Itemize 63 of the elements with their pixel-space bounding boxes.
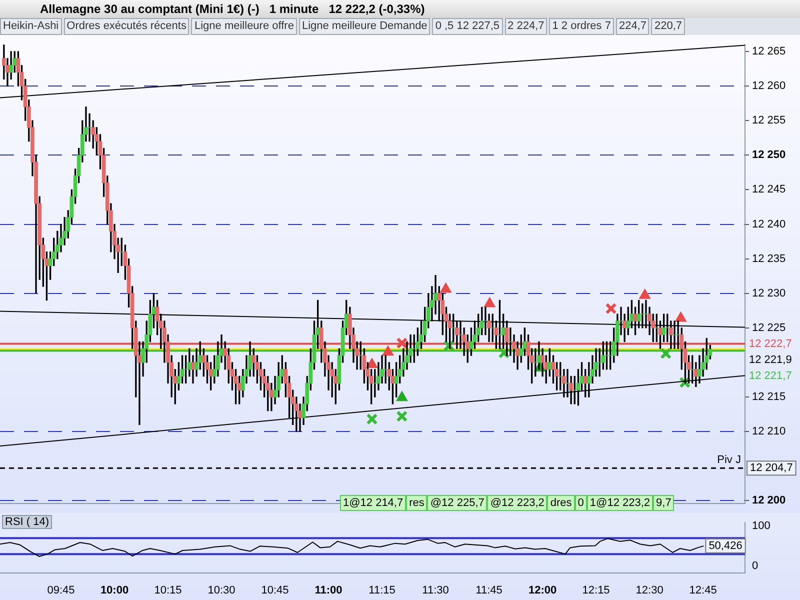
y-tick-label: 12 230 [752, 287, 786, 300]
text: Ordres exécutés récents [64, 18, 190, 35]
text: 224,7 [616, 18, 650, 35]
x-tick-label: 09:45 [47, 584, 75, 596]
y-tick-label: 12 260 [752, 80, 786, 92]
annotation: 12 204,7 [750, 462, 793, 474]
ref-line-label: Piv J [717, 454, 741, 466]
y-tick-label: 0 [752, 560, 758, 572]
y-tick-label: 12 210 [752, 426, 786, 438]
y-tick-label: 12 250 [752, 149, 786, 162]
text: 2 224,7 [504, 18, 548, 35]
x-tick-label: 10:15 [154, 584, 182, 596]
point [396, 391, 408, 402]
annotation: 1@12 223,2 [586, 495, 654, 511]
point [484, 297, 496, 308]
x-tick-label: 12:00 [528, 584, 557, 596]
text: Ligne meilleure Demande [298, 18, 430, 35]
annotation: 50,426 [708, 540, 742, 552]
point [440, 282, 452, 293]
x-tick-label: 10:45 [261, 584, 289, 596]
y-tick-label: 12 265 [752, 46, 786, 58]
x-tick-label: 11:15 [368, 584, 396, 596]
text: Heikin-Ashi [0, 18, 62, 35]
x-tick-label: 12:45 [689, 584, 717, 596]
x-tick-label: 10:30 [208, 584, 236, 596]
y-tick-label: 12 235 [752, 252, 786, 265]
ref-line-label: 12 221,9 [749, 354, 792, 366]
y-tick-label: 100 [752, 520, 770, 532]
text: 0 ,5 12 227,5 [432, 18, 503, 35]
annotation: 1@12 214,7 [340, 495, 406, 511]
annotation: 9,7 [653, 495, 674, 511]
text: 220,7 [651, 18, 686, 35]
x-tick-label: 12:30 [636, 584, 664, 596]
annotation: 0 [574, 495, 587, 511]
x-tick-label: 12:15 [582, 584, 610, 596]
text: 1 2 ordres 7 [549, 18, 614, 35]
point [382, 346, 394, 356]
point [605, 302, 617, 314]
x-tick-label: 11:00 [314, 584, 342, 596]
y-tick-label: 12 200 [752, 494, 786, 507]
y-tick-label: 12 245 [752, 184, 786, 196]
y-tick-label: 12 225 [752, 322, 786, 334]
point [639, 288, 651, 299]
chart-title: Allemagne 30 au comptant (Mini 1€) (-) 1 minute 12 222,2 (-0,33%) [0, 0, 800, 18]
annotation: @12 223,2 [487, 495, 548, 511]
ref-line-label: 12 222,7 [749, 338, 792, 350]
y-tick-label: 12 240 [752, 218, 786, 230]
point [366, 413, 378, 425]
point [675, 312, 686, 322]
point [396, 410, 408, 422]
y-tick-label: 12 215 [752, 391, 786, 404]
annotation: dres [547, 495, 575, 511]
chart-title: RSI ( 14) [2, 515, 52, 529]
point [366, 358, 378, 368]
ref-line-label: 12 221,7 [749, 370, 792, 382]
y-tick-label: 12 255 [752, 114, 786, 127]
x-tick-label: 11:30 [422, 584, 449, 596]
annotation: res [406, 495, 428, 511]
point [660, 348, 672, 360]
x-tick-label: 11:45 [476, 584, 502, 596]
annotation: @12 225,7 [427, 495, 488, 511]
text: Ligne meilleure offre [191, 18, 297, 35]
x-tick-label: 10:00 [100, 584, 129, 596]
